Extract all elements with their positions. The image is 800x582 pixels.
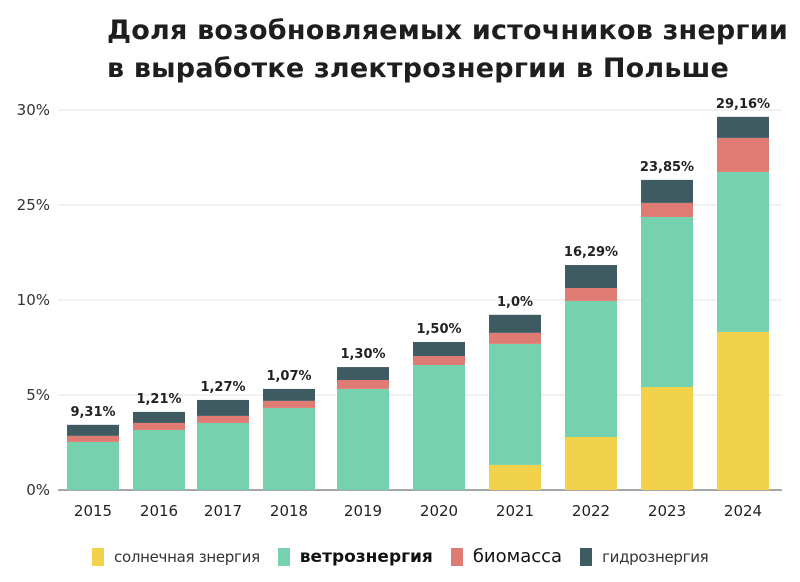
bar-segment-biomass — [337, 379, 389, 389]
y-tick-label: 5% — [26, 386, 50, 404]
x-tick-label: 2021 — [496, 502, 534, 520]
chart-title-line-2: в выработке злектрознергии в Польше — [107, 53, 730, 84]
bar-segment-wind — [197, 422, 249, 490]
y-tick-label: 25% — [17, 196, 50, 214]
legend-swatch-biomass — [450, 547, 463, 566]
x-tick-label: 2023 — [648, 502, 686, 520]
bar-segment-biomass — [717, 137, 769, 172]
bar-segment-solar — [641, 387, 693, 490]
bar-segment-hydro — [565, 265, 617, 289]
bar-segment-hydro — [717, 116, 769, 138]
bar-segment-wind — [641, 216, 693, 388]
bar-segment-hydro — [133, 411, 185, 423]
bar-segment-solar — [717, 331, 769, 490]
bar-segment-biomass — [133, 422, 185, 430]
y-tick-label: 0% — [26, 481, 50, 499]
bar-segment-biomass — [197, 415, 249, 423]
x-tick-label: 2020 — [420, 502, 458, 520]
bar-segment-wind — [717, 171, 769, 332]
data-label: 29,16% — [716, 97, 770, 112]
data-label: 1,27% — [200, 380, 245, 395]
data-label: 1,30% — [340, 347, 385, 362]
bar-segment-hydro — [641, 179, 693, 203]
legend-item-hydro: гидрознергия — [580, 547, 709, 566]
bar-segment-hydro — [489, 314, 541, 333]
legend-item-wind: ветрознергия — [277, 546, 433, 567]
x-tick-label: 2017 — [204, 502, 242, 520]
bar-segment-wind — [337, 388, 389, 490]
data-label: 1,07% — [266, 369, 311, 384]
bar-segment-biomass — [565, 288, 617, 301]
y-tick-label: 30% — [17, 101, 50, 119]
bar-segment-wind — [263, 407, 315, 490]
bar-segment-hydro — [67, 424, 119, 436]
legend-label-wind: ветрознергия — [299, 546, 433, 567]
data-label: 1,0% — [497, 295, 533, 310]
bar-segment-hydro — [413, 341, 465, 357]
data-label: 1,50% — [416, 322, 461, 337]
legend-label-hydro: гидрознергия — [602, 547, 709, 566]
x-tick-label: 2016 — [140, 502, 178, 520]
legend-label-solar: солнечная знергия — [114, 547, 260, 566]
legend-swatch-wind — [277, 547, 290, 566]
data-label: 23,85% — [640, 160, 694, 175]
bar-segment-biomass — [641, 202, 693, 217]
chart-title: Доля возобновляемых источников знергии в… — [107, 12, 788, 88]
legend-item-biomass: биомасса — [450, 546, 563, 567]
bar-segment-wind — [67, 441, 119, 490]
data-label: 16,29% — [564, 245, 618, 260]
legend-label-biomass: биомасса — [472, 546, 563, 567]
x-tick-label: 2019 — [344, 502, 382, 520]
bar-segment-hydro — [197, 399, 249, 416]
x-tick-label: 2018 — [270, 502, 308, 520]
bar-segment-biomass — [67, 435, 119, 442]
bar-segment-wind — [565, 300, 617, 437]
bar-segment-biomass — [489, 332, 541, 344]
y-tick-label: 10% — [17, 291, 50, 309]
bar-segment-biomass — [263, 400, 315, 408]
bar-segment-wind — [133, 429, 185, 490]
bar-segment-wind — [413, 364, 465, 490]
x-tick-label: 2024 — [724, 502, 762, 520]
x-tick-label: 2022 — [572, 502, 610, 520]
bar-segment-solar — [489, 464, 541, 490]
chart-title-line-1: Доля возобновляемых источников знергии — [107, 15, 788, 46]
legend-swatch-solar — [92, 547, 104, 566]
bar-segment-biomass — [413, 356, 465, 365]
legend: солнечная знергия ветрознергия биомасса … — [92, 546, 726, 567]
data-label: 9,31% — [70, 405, 115, 420]
legend-swatch-hydro — [580, 547, 593, 566]
bar-segment-wind — [489, 343, 541, 465]
data-label: 1,21% — [136, 392, 181, 407]
bar-segment-hydro — [337, 367, 389, 380]
legend-item-solar: солнечная знергия — [92, 547, 260, 566]
bar-segment-solar — [565, 436, 617, 490]
x-tick-label: 2015 — [74, 502, 112, 520]
bar-segment-hydro — [263, 388, 315, 401]
